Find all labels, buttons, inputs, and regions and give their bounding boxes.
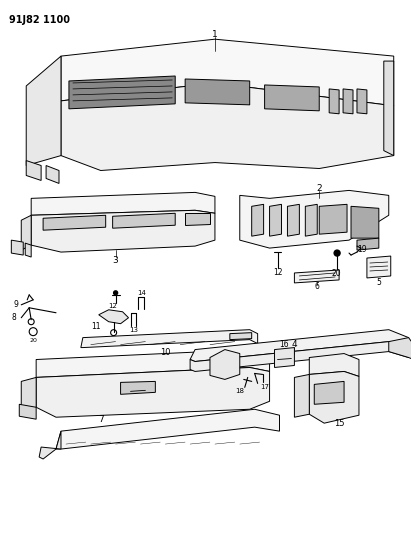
Text: 8: 8 xyxy=(12,313,16,322)
Polygon shape xyxy=(36,350,269,377)
Polygon shape xyxy=(185,79,250,105)
Polygon shape xyxy=(274,348,295,367)
Circle shape xyxy=(114,291,117,295)
Polygon shape xyxy=(384,61,394,156)
Polygon shape xyxy=(351,206,379,238)
Polygon shape xyxy=(357,89,367,114)
Text: 4: 4 xyxy=(292,340,297,349)
Text: 12: 12 xyxy=(108,303,117,309)
Polygon shape xyxy=(185,213,210,225)
Text: 20: 20 xyxy=(331,270,341,278)
Polygon shape xyxy=(295,375,309,417)
Polygon shape xyxy=(309,372,359,423)
Circle shape xyxy=(334,250,340,256)
Polygon shape xyxy=(190,342,409,372)
Polygon shape xyxy=(295,270,339,283)
Text: 6: 6 xyxy=(315,282,320,292)
Polygon shape xyxy=(81,330,258,348)
Polygon shape xyxy=(389,337,412,360)
Polygon shape xyxy=(56,409,279,449)
Polygon shape xyxy=(230,333,252,340)
Polygon shape xyxy=(357,238,379,250)
Text: 2: 2 xyxy=(316,184,322,193)
Polygon shape xyxy=(61,83,394,171)
Text: 9: 9 xyxy=(14,300,19,309)
Text: 91J82 1100: 91J82 1100 xyxy=(9,15,70,25)
Text: 1: 1 xyxy=(212,30,218,39)
Polygon shape xyxy=(319,204,347,234)
Text: 14: 14 xyxy=(137,290,146,296)
Polygon shape xyxy=(305,204,317,236)
Polygon shape xyxy=(240,190,389,248)
Polygon shape xyxy=(61,39,394,106)
Polygon shape xyxy=(343,89,353,114)
Text: 7: 7 xyxy=(98,415,103,424)
Polygon shape xyxy=(329,89,339,114)
Polygon shape xyxy=(43,215,106,230)
Polygon shape xyxy=(121,382,155,394)
Polygon shape xyxy=(31,211,215,252)
Polygon shape xyxy=(288,204,300,236)
Text: 12: 12 xyxy=(273,269,282,278)
Polygon shape xyxy=(26,56,61,166)
Polygon shape xyxy=(99,310,129,324)
Polygon shape xyxy=(19,404,36,419)
Text: 16: 16 xyxy=(280,340,289,349)
Polygon shape xyxy=(269,204,281,236)
Polygon shape xyxy=(190,330,409,361)
Polygon shape xyxy=(21,215,31,250)
Polygon shape xyxy=(367,256,391,278)
Polygon shape xyxy=(309,353,359,376)
Polygon shape xyxy=(314,382,344,404)
Polygon shape xyxy=(25,243,31,257)
Polygon shape xyxy=(36,367,269,417)
Text: 5: 5 xyxy=(377,278,381,287)
Polygon shape xyxy=(69,76,175,109)
Polygon shape xyxy=(31,192,215,215)
Circle shape xyxy=(372,119,376,123)
Text: 20: 20 xyxy=(29,338,37,343)
Text: 10: 10 xyxy=(160,348,171,357)
Text: 19: 19 xyxy=(357,245,367,254)
Text: 18: 18 xyxy=(235,389,244,394)
Polygon shape xyxy=(21,377,36,411)
Polygon shape xyxy=(26,160,41,181)
Polygon shape xyxy=(46,166,59,183)
Polygon shape xyxy=(252,204,264,236)
Polygon shape xyxy=(39,431,61,459)
Polygon shape xyxy=(11,240,23,255)
Text: 11: 11 xyxy=(91,322,101,331)
Text: 15: 15 xyxy=(334,419,344,427)
Text: 3: 3 xyxy=(113,255,119,264)
Text: 13: 13 xyxy=(129,327,138,333)
Polygon shape xyxy=(112,213,175,228)
Polygon shape xyxy=(265,85,319,111)
Polygon shape xyxy=(210,350,240,379)
Text: 17: 17 xyxy=(260,384,269,390)
